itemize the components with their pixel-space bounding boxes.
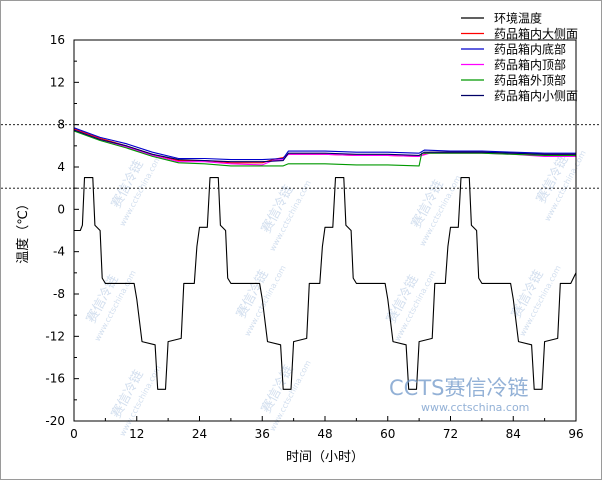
x-tick-label: 24 (192, 427, 207, 441)
series-line (73, 129, 576, 166)
x-tick-label: 12 (129, 427, 144, 441)
y-tick-label: 8 (57, 118, 65, 132)
y-tick-label: -8 (53, 287, 65, 301)
y-tick-label: 4 (57, 160, 65, 174)
x-axis: 0 12 24 36 48 60 72 84 96 (70, 416, 584, 441)
brand-watermark-logo: CCTS赛信冷链 (389, 376, 528, 400)
x-tick-label: 96 (568, 427, 583, 441)
x-tick-label: 72 (443, 427, 458, 441)
x-tick-label: 60 (380, 427, 395, 441)
brand-watermark-url: www.cctschina.com (421, 401, 529, 414)
legend-label: 环境温度 (494, 11, 542, 26)
y-tick-label: -4 (53, 245, 65, 259)
series-line (73, 130, 576, 167)
y-tick-label: 0 (57, 202, 65, 216)
legend-label: 药品箱内大侧面 (494, 26, 578, 41)
series-line (73, 129, 576, 163)
y-tick-label: 12 (50, 75, 65, 89)
y-tick-label: -16 (45, 372, 65, 386)
legend-label: 药品箱内小侧面 (494, 88, 578, 103)
x-axis-label: 时间（小时） (286, 450, 364, 465)
brand-watermark: CCTS赛信冷链 www.cctschina.com (389, 376, 529, 414)
reference-lines (1, 124, 601, 189)
legend-label: 药品箱外顶部 (494, 73, 566, 88)
y-tick-label: 16 (50, 33, 65, 47)
y-axis-label: 温度（℃） (15, 197, 31, 264)
x-tick-label: 36 (255, 427, 270, 441)
series-line (73, 128, 576, 164)
x-tick-label: 48 (317, 427, 332, 441)
y-tick-label: -20 (45, 414, 65, 428)
y-tick-label: -12 (45, 329, 65, 343)
series-line (74, 177, 577, 390)
series-layer (73, 127, 577, 390)
legend-label: 药品箱内顶部 (494, 57, 566, 72)
series-line (73, 127, 576, 161)
y-axis: -20 -16 -12 -8 -4 0 4 8 12 16 (45, 33, 79, 428)
x-tick-label: 84 (506, 427, 521, 441)
x-tick-label: 0 (70, 427, 78, 441)
legend-label: 药品箱内底部 (494, 42, 566, 57)
